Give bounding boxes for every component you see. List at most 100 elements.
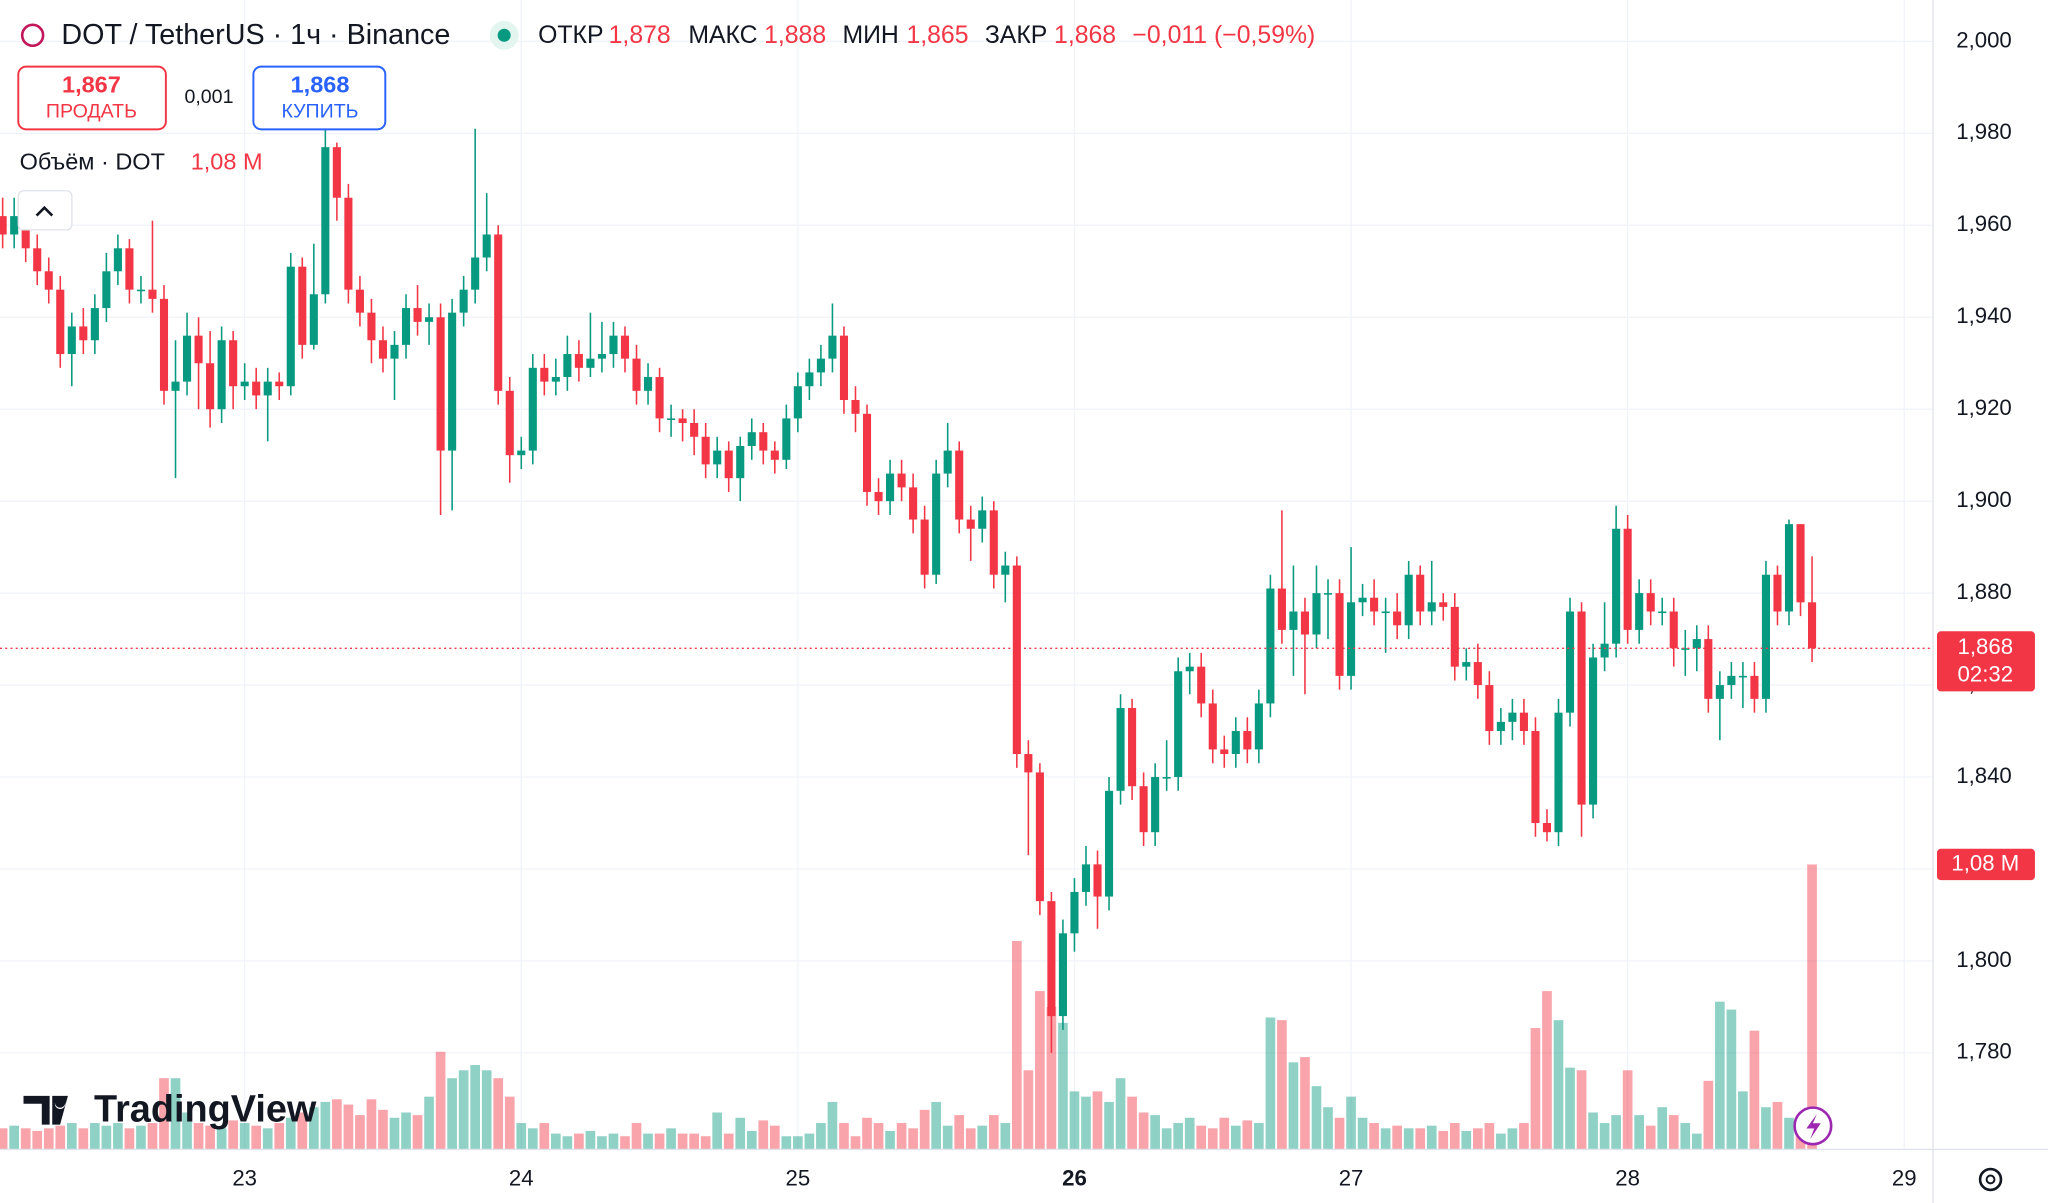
settings-icon[interactable] [1978,1167,2003,1192]
volume-bar [205,1125,215,1150]
candle-body [1519,712,1528,732]
volume-bar [1484,1123,1495,1150]
symbol-title[interactable]: DOT / TetherUS · 1ч · Binance [61,19,450,51]
candle-body [1508,712,1517,722]
candle-body [171,381,180,391]
volume-bar [285,1117,296,1150]
candle-body [240,381,249,387]
volume-bar [1449,1123,1460,1150]
settings-icon-core [1985,1174,1996,1185]
volume-tag-label: 1,08 M [1951,850,2019,875]
candle-body [1704,639,1713,699]
lightning-icon [1806,1114,1821,1139]
x-tick-label: 25 [786,1165,811,1190]
candle-body [655,377,664,419]
candle-body [1450,606,1459,667]
sell-button[interactable] [17,65,167,131]
volume-bar [723,1133,734,1150]
volume-bar [1196,1125,1207,1150]
volume-bar [1219,1117,1230,1150]
candle-body [286,266,295,387]
volume-bar [297,1112,308,1150]
candle-body [206,363,215,410]
candle-body [275,381,284,387]
volume-bar [78,1128,89,1150]
volume-bar [1507,1128,1518,1150]
volume-bar [124,1128,135,1150]
volume-bar [919,1109,930,1150]
last-price-tag [1936,631,2035,692]
candle-body [1081,864,1091,892]
volume-bar [1738,1091,1748,1150]
volume-bar [1254,1123,1264,1150]
volume-bar [942,1125,953,1150]
volume-bar [1403,1128,1414,1150]
volume-bar [228,1120,238,1150]
candle-body [609,335,618,355]
candle-body [252,381,261,396]
volume-bar [1357,1117,1368,1150]
collapse-button[interactable] [17,190,73,231]
candle-body [793,386,802,419]
candle-body [1312,593,1321,635]
candle-body [1635,593,1644,630]
y-tick-label: 1,840 [1956,763,2012,788]
volume-bar [389,1117,400,1150]
volume-bar [1288,1062,1299,1150]
volume-bar [1069,1091,1080,1150]
candle-body [943,450,952,474]
brand-logo [23,1095,68,1125]
candle-body [897,473,906,488]
last-price-label: 1,868 [1958,634,2014,659]
candle-body [1554,712,1563,833]
candle-body [563,354,572,378]
ohlc-label: ЗАКР [985,22,1048,49]
candle-body [1370,597,1379,612]
candle-body [159,298,169,391]
y-tick-label: 1,960 [1956,211,2012,236]
volume-bar [1150,1115,1160,1150]
y-tick-label: 2,000 [1956,27,2012,52]
volume-bar [1300,1057,1310,1150]
candle-body [1116,708,1125,791]
buy-button[interactable] [252,65,387,131]
candle-body [217,340,226,410]
volume-bar [136,1125,146,1150]
candle-body [321,147,330,295]
candle-body [1692,639,1701,649]
candle-body [1773,574,1782,612]
candle-body [1220,749,1229,755]
volume-bar [1058,1022,1068,1150]
volume-bar [493,1078,504,1150]
volume-bar [504,1096,515,1150]
candle-body [1289,611,1298,630]
volume-bar [1599,1123,1610,1150]
candle-body [194,335,203,364]
countdown-label: 02:32 [1958,662,2014,687]
candle-body [471,257,480,290]
candle-body [21,216,30,249]
candle-body [736,445,745,479]
volume-bar [1761,1107,1771,1150]
volume-legend-value: 1,08 M [191,148,263,174]
candle-body [459,289,468,313]
candle-body [770,450,779,460]
candle-body [367,312,376,341]
y-tick-label: 1,880 [1956,579,2012,604]
candle-body [10,216,19,235]
volume-bar [1023,1070,1034,1150]
volume-bar [101,1125,112,1150]
volume-bar [1749,1030,1760,1150]
volume-bar [1311,1086,1322,1150]
volume-bar [332,1099,342,1150]
volume-bar [182,1112,192,1150]
candle-body [102,271,111,309]
candle-body [701,436,710,465]
volume-bar [1415,1128,1426,1150]
candle-body [632,358,641,391]
volume-bar [885,1130,895,1150]
ohlc-value: 1,865 [906,22,968,49]
volume-bar [712,1112,723,1150]
candle-body [390,344,399,359]
